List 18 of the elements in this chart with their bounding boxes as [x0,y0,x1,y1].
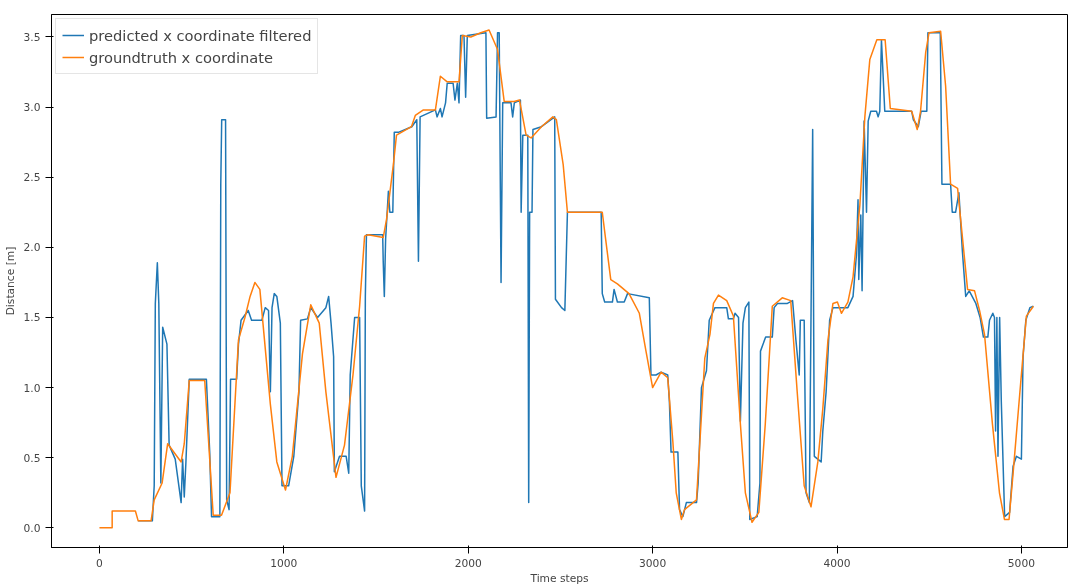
x-tick-label: 0 [96,556,104,570]
x-tick-label: 2000 [454,556,483,570]
y-tick-label: 2.5 [23,171,41,185]
x-tick-label: 3000 [639,556,667,570]
x-tick-label: 4000 [823,556,851,570]
x-tick-label: 1000 [270,556,298,570]
y-tick-label: 3.0 [23,101,41,115]
y-tick-label: 0.5 [23,451,41,465]
x-axis-title: Time steps [529,571,589,585]
y-tick-label: 2.0 [23,241,41,255]
x-tick-label: 5000 [1007,556,1036,570]
y-tick-label: 1.5 [23,311,41,325]
legend-label: groundtruth x coordinate [89,48,274,66]
y-tick-label: 3.5 [23,30,41,44]
legend-label: predicted x coordinate filtered [89,26,312,44]
y-tick-label: 1.0 [23,381,41,395]
y-axis-title: Distance [m] [3,246,17,316]
y-tick-label: 0.0 [23,521,41,535]
